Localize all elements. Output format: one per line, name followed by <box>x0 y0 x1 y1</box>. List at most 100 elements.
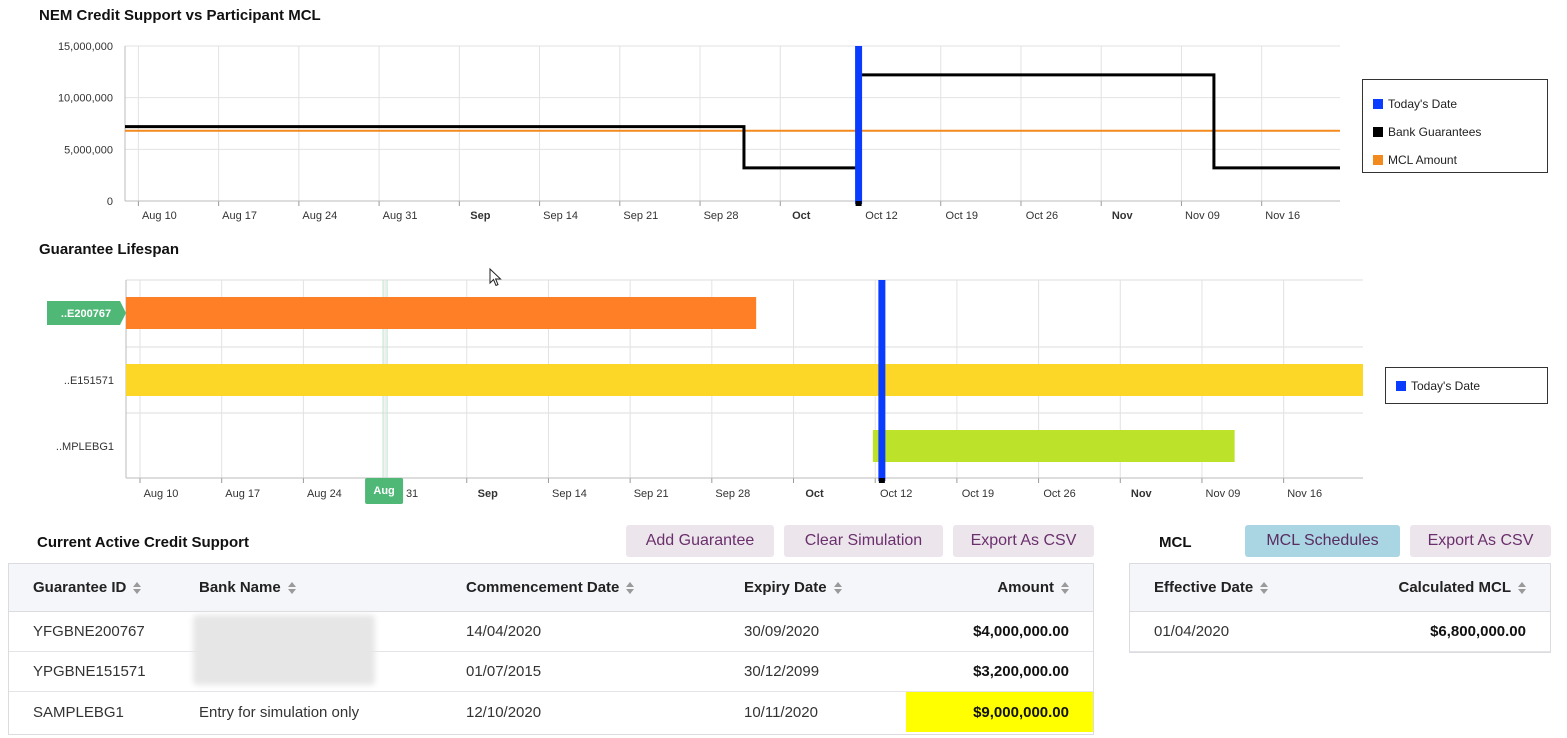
x-tick-label: Aug 24 <box>307 488 342 500</box>
legend-swatch <box>1373 99 1383 109</box>
credit-support-chart[interactable]: 15,000,000 10,000,000 5,000,000 0 Aug 10 Aug … <box>0 30 1345 255</box>
y-tick-label: 0 <box>107 196 113 208</box>
x-tick-label: Nov <box>1112 210 1134 222</box>
credit-support-title: Current Active Credit Support <box>37 534 249 551</box>
expiry-date: 30/12/2099 <box>744 663 820 680</box>
legend-label: Today's Date <box>1411 379 1480 393</box>
table-row[interactable]: 01/04/2020 $6,800,000.00 <box>1130 612 1550 652</box>
x-tick-label: Nov 09 <box>1206 488 1241 500</box>
column-header-expiry-date[interactable]: Expiry Date <box>720 564 906 611</box>
today-tick <box>855 201 862 206</box>
column-header-calculated-mcl[interactable]: Calculated MCL <box>1340 564 1550 611</box>
chart1-legend: Today's Date Bank Guarantees MCL Amount <box>1362 79 1548 173</box>
x-tick-label: 31 <box>406 488 418 500</box>
commencement-date: 01/07/2015 <box>466 663 542 680</box>
hover-date-label: Aug <box>373 485 394 497</box>
mcl-schedules-button[interactable]: MCL Schedules <box>1245 525 1400 557</box>
today-tick <box>878 478 885 483</box>
y-tick-label: 10,000,000 <box>58 93 113 105</box>
effective-date: 01/04/2020 <box>1154 623 1230 640</box>
x-tick-label: Oct 12 <box>865 210 897 222</box>
row-label: ..E200767 <box>61 308 111 320</box>
guarantee-id: YPGBNE151571 <box>33 663 146 680</box>
guarantee-id: SAMPLEBG1 <box>33 703 124 721</box>
x-tick-label: Sep 21 <box>623 210 658 222</box>
column-header-effective-date[interactable]: Effective Date <box>1130 564 1340 611</box>
sort-icon <box>133 581 142 594</box>
table-header: Effective Date Calculated MCL <box>1130 564 1550 612</box>
table-row[interactable]: YPGBNE151571 01/07/2015 30/12/2099 $3,20… <box>9 652 1093 692</box>
amount: $4,000,000.00 <box>973 623 1069 640</box>
legend-swatch <box>1396 381 1406 391</box>
mcl-table: Effective Date Calculated MCL 01/04/2020… <box>1129 563 1551 653</box>
bank-guarantees-line <box>125 73 1340 170</box>
column-header-bank-name[interactable]: Bank Name <box>175 564 442 611</box>
sort-icon <box>1061 581 1069 594</box>
add-guarantee-button[interactable]: Add Guarantee <box>626 525 774 557</box>
redacted-bank-name <box>193 615 375 685</box>
expiry-date: 30/09/2020 <box>744 623 820 640</box>
x-tick-label: Sep 14 <box>543 210 578 222</box>
x-tick-label: Aug 24 <box>302 210 337 222</box>
amount-highlighted: $9,000,000.00 <box>906 692 1093 732</box>
amount: $3,200,000.00 <box>973 663 1069 680</box>
x-tick-label: Nov 09 <box>1185 210 1220 222</box>
lifespan-bar <box>872 430 1235 462</box>
legend-swatch <box>1373 127 1383 137</box>
expiry-date: 10/11/2020 <box>744 703 818 721</box>
commencement-date: 14/04/2020 <box>466 623 542 640</box>
x-tick-label: Oct 19 <box>946 210 978 222</box>
x-tick-label: Aug 17 <box>222 210 257 222</box>
commencement-date: 12/10/2020 <box>466 703 542 721</box>
x-tick-label: Nov <box>1131 488 1153 500</box>
sort-icon <box>287 581 296 594</box>
x-tick-label: Aug 17 <box>225 488 260 500</box>
guarantee-lifespan-chart[interactable]: Aug 10 Aug 17 Aug 24 31 Sep Sep 14 Sep 21 Sep 2… <box>0 268 1368 508</box>
row-label-badge <box>47 301 126 325</box>
x-tick-label: Aug 10 <box>142 210 177 222</box>
column-header-amount[interactable]: Amount <box>906 564 1093 611</box>
calculated-mcl: $6,800,000.00 <box>1430 623 1526 640</box>
chart1-title: NEM Credit Support vs Participant MCL <box>39 7 321 24</box>
sort-icon <box>833 581 842 594</box>
x-tick-label: Oct <box>792 210 811 222</box>
hover-date-badge <box>365 478 404 504</box>
x-tick-label: Aug 10 <box>144 488 179 500</box>
y-tick-label: 15,000,000 <box>58 41 113 53</box>
legend-item[interactable]: Today's Date <box>1373 90 1537 118</box>
export-csv-button[interactable]: Export As CSV <box>953 525 1094 557</box>
x-tick-label: Oct 26 <box>1043 488 1075 500</box>
guarantee-id: YFGBNE200767 <box>33 623 145 640</box>
x-tick-label: Oct 19 <box>962 488 994 500</box>
legend-label: Bank Guarantees <box>1388 125 1482 139</box>
x-tick-label: Nov 16 <box>1287 488 1322 500</box>
x-tick-label: Sep <box>478 488 498 500</box>
legend-swatch <box>1373 155 1383 165</box>
legend-item[interactable]: Bank Guarantees <box>1373 118 1537 146</box>
x-tick-label: Oct <box>805 488 824 500</box>
table-header: Guarantee ID Bank Name Commencement Date… <box>9 564 1093 612</box>
lifespan-bar <box>126 364 1363 396</box>
column-header-guarantee-id[interactable]: Guarantee ID <box>9 564 175 611</box>
sort-icon <box>1518 581 1526 594</box>
x-tick-label: Nov 16 <box>1265 210 1300 222</box>
x-tick-label: Oct 26 <box>1026 210 1058 222</box>
table-row[interactable]: YFGBNE200767 14/04/2020 30/09/2020 $4,00… <box>9 612 1093 652</box>
x-tick-label: Sep 28 <box>715 488 750 500</box>
column-header-commencement-date[interactable]: Commencement Date <box>442 564 720 611</box>
clear-simulation-button[interactable]: Clear Simulation <box>784 525 943 557</box>
legend-label: MCL Amount <box>1388 153 1457 167</box>
sort-icon <box>1260 581 1269 594</box>
row-label: ..E151571 <box>64 375 114 387</box>
legend-item[interactable]: Today's Date <box>1396 372 1537 400</box>
lifespan-bar <box>126 297 757 329</box>
x-tick-label: Sep 28 <box>704 210 739 222</box>
mcl-export-csv-button[interactable]: Export As CSV <box>1410 525 1551 557</box>
table-row[interactable]: SAMPLEBG1 Entry for simulation only 12/1… <box>9 692 1093 732</box>
bank-name: Entry for simulation only <box>199 703 360 721</box>
legend-item[interactable]: MCL Amount <box>1373 146 1537 174</box>
x-tick-label: Aug 31 <box>383 210 418 222</box>
x-tick-label: Oct 12 <box>880 488 912 500</box>
x-tick-label: Sep <box>470 210 490 222</box>
credit-support-table: Guarantee ID Bank Name Commencement Date… <box>8 563 1094 735</box>
